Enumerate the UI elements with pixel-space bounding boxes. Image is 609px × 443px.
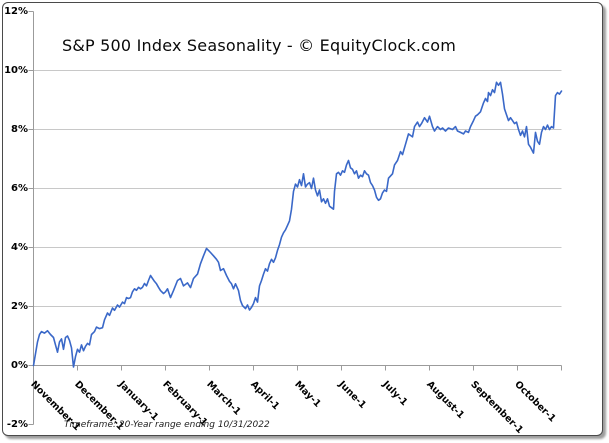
x-tick-label-march-1: March-1	[204, 372, 256, 418]
x-tick-label-july-1: July-1	[380, 372, 418, 408]
timeframe-footnote: Timeframe: 20-Year range ending 10/31/20…	[64, 420, 270, 430]
y-tick-label-12pct: 12%	[4, 5, 28, 17]
y-tick-label-10pct: 10%	[4, 64, 28, 76]
y-tick-label-8pct: 8%	[11, 123, 28, 135]
x-tick-label-april-1: April-1	[248, 372, 292, 412]
y-tick-label-6pct: 6%	[11, 182, 28, 194]
y-tick-label-0pct: 0%	[11, 359, 28, 371]
chart-frame	[2, 2, 603, 436]
y-tick-label-2pct: 2%	[11, 300, 28, 312]
y-tick-label-4pct: 4%	[11, 241, 28, 253]
x-tick-label-june-1: June-1	[336, 372, 378, 411]
x-tick-label-october-1: October-1	[512, 372, 573, 424]
seasonality-series-line	[32, 81, 563, 368]
chart-title: S&P 500 Index Seasonality - © EquityCloc…	[62, 36, 456, 55]
y-tick-label--2pct: -2%	[6, 418, 28, 430]
x-tick-label-may-1: May-1	[292, 372, 332, 410]
